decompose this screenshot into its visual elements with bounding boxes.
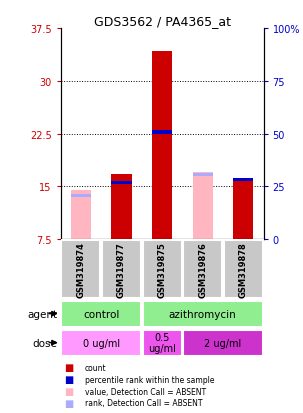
- Bar: [233, 180, 253, 240]
- Title: GDS3562 / PA4365_at: GDS3562 / PA4365_at: [94, 15, 231, 28]
- Bar: [224, 241, 263, 298]
- Bar: [143, 241, 181, 298]
- Text: ■: ■: [64, 398, 73, 408]
- Bar: [152, 52, 172, 240]
- Text: 0.5
ug/ml: 0.5 ug/ml: [148, 332, 176, 354]
- Bar: [62, 301, 141, 327]
- Bar: [112, 175, 132, 240]
- Bar: [143, 330, 181, 356]
- Bar: [62, 241, 100, 298]
- Text: GSM319876: GSM319876: [198, 242, 207, 297]
- Text: azithromycin: azithromycin: [169, 309, 237, 319]
- Bar: [183, 241, 222, 298]
- Text: control: control: [83, 309, 119, 319]
- Text: 0 ug/ml: 0 ug/ml: [83, 338, 120, 348]
- Bar: [71, 190, 91, 240]
- Bar: [71, 194, 91, 197]
- Text: ■: ■: [64, 362, 73, 372]
- Text: percentile rank within the sample: percentile rank within the sample: [85, 375, 214, 384]
- Text: 2 ug/ml: 2 ug/ml: [205, 338, 241, 348]
- Text: count: count: [85, 363, 106, 372]
- Bar: [193, 173, 213, 240]
- Text: ■: ■: [64, 374, 73, 384]
- Bar: [102, 241, 141, 298]
- Text: rank, Detection Call = ABSENT: rank, Detection Call = ABSENT: [85, 399, 202, 407]
- Text: GSM319874: GSM319874: [76, 242, 85, 297]
- Text: value, Detection Call = ABSENT: value, Detection Call = ABSENT: [85, 387, 206, 396]
- Bar: [143, 301, 263, 327]
- Text: GSM319877: GSM319877: [117, 242, 126, 297]
- Text: agent: agent: [28, 309, 58, 319]
- Bar: [112, 182, 132, 185]
- Bar: [152, 131, 172, 134]
- Text: GSM319875: GSM319875: [158, 242, 167, 297]
- Bar: [183, 330, 263, 356]
- Text: GSM319878: GSM319878: [239, 242, 248, 297]
- Bar: [233, 178, 253, 181]
- Bar: [62, 330, 141, 356]
- Text: ■: ■: [64, 386, 73, 396]
- Bar: [193, 173, 213, 176]
- Text: dose: dose: [33, 338, 58, 348]
